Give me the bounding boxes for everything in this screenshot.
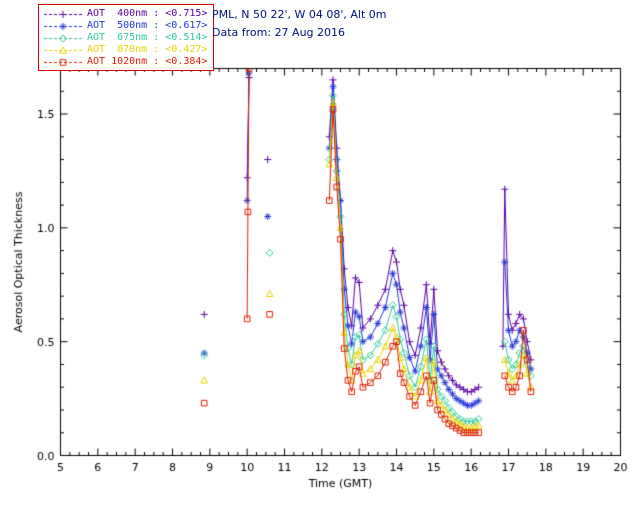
legend-item-1020nm: AOT 1020nm : <0.384> (43, 56, 207, 68)
legend-label-870nm: AOT 870nm : <0.427> (87, 44, 208, 55)
legend-line-marker-400nm-icon (43, 8, 83, 20)
station-info: PML, N 50 22', W 04 08', Alt 0m Data fro… (212, 8, 386, 39)
legend-item-675nm: AOT 675nm : <0.514> (43, 32, 207, 44)
legend-label-1020nm: AOT 1020nm : <0.384> (87, 56, 208, 67)
legend-box: AOT 400nm : <0.715> AOT 500nm : <0.617> … (38, 4, 215, 71)
legend-label-400nm: AOT 400nm : <0.715> (87, 8, 208, 19)
legend-item-500nm: AOT 500nm : <0.617> (43, 20, 207, 32)
legend-line-marker-675nm-icon (43, 32, 83, 44)
legend-line-marker-500nm-icon (43, 20, 83, 32)
legend-label-675nm: AOT 675nm : <0.514> (87, 32, 208, 43)
legend-label-500nm: AOT 500nm : <0.617> (87, 20, 208, 31)
legend-line-marker-1020nm-icon (43, 56, 83, 68)
station-location-text: PML, N 50 22', W 04 08', Alt 0m (212, 8, 387, 21)
legend-item-870nm: AOT 870nm : <0.427> (43, 44, 207, 56)
data-date-text: Data from: 27 Aug 2016 (212, 26, 346, 39)
legend-line-marker-870nm-icon (43, 44, 83, 56)
legend-item-400nm: AOT 400nm : <0.715> (43, 8, 207, 20)
